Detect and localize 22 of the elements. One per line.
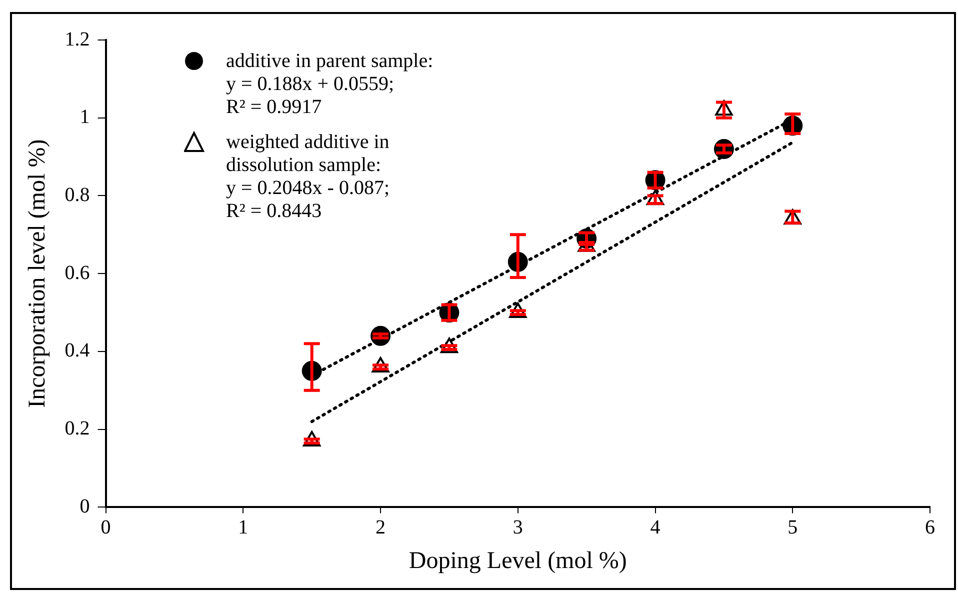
annotation: R² = 0.9917	[226, 96, 323, 119]
x-tick-label: 2	[376, 516, 386, 538]
legend-label: weighted additive in dissolution sample:	[226, 131, 390, 177]
y-axis-title: Incorporation level (mol %)	[24, 139, 51, 408]
y-tick-label: 1.2	[64, 28, 90, 50]
y-tick-label: 0	[80, 495, 90, 518]
x-tick-label: 5	[788, 516, 798, 538]
y-tick-label: 1	[80, 106, 90, 128]
y-tick-label: 0.4	[64, 340, 90, 362]
annotation: y = 0.188x + 0.0559;	[226, 73, 396, 96]
x-tick-label: 4	[650, 516, 660, 538]
y-tick-label: 0.2	[64, 418, 90, 440]
legend-label: additive in parent sample:	[226, 50, 434, 73]
x-tick-label: 0	[100, 516, 111, 538]
x-tick-label: 3	[512, 516, 523, 538]
y-tick-label: 0.8	[64, 184, 90, 206]
x-axis-title: Doping Level (mol %)	[408, 548, 627, 574]
annotation: y = 0.2048x - 0.087;	[226, 177, 390, 200]
x-tick-label: 1	[238, 516, 248, 538]
x-tick-label: 6	[925, 516, 935, 538]
y-tick-label: 0.6	[64, 262, 90, 284]
annotation: R² = 0.8443	[226, 200, 323, 223]
